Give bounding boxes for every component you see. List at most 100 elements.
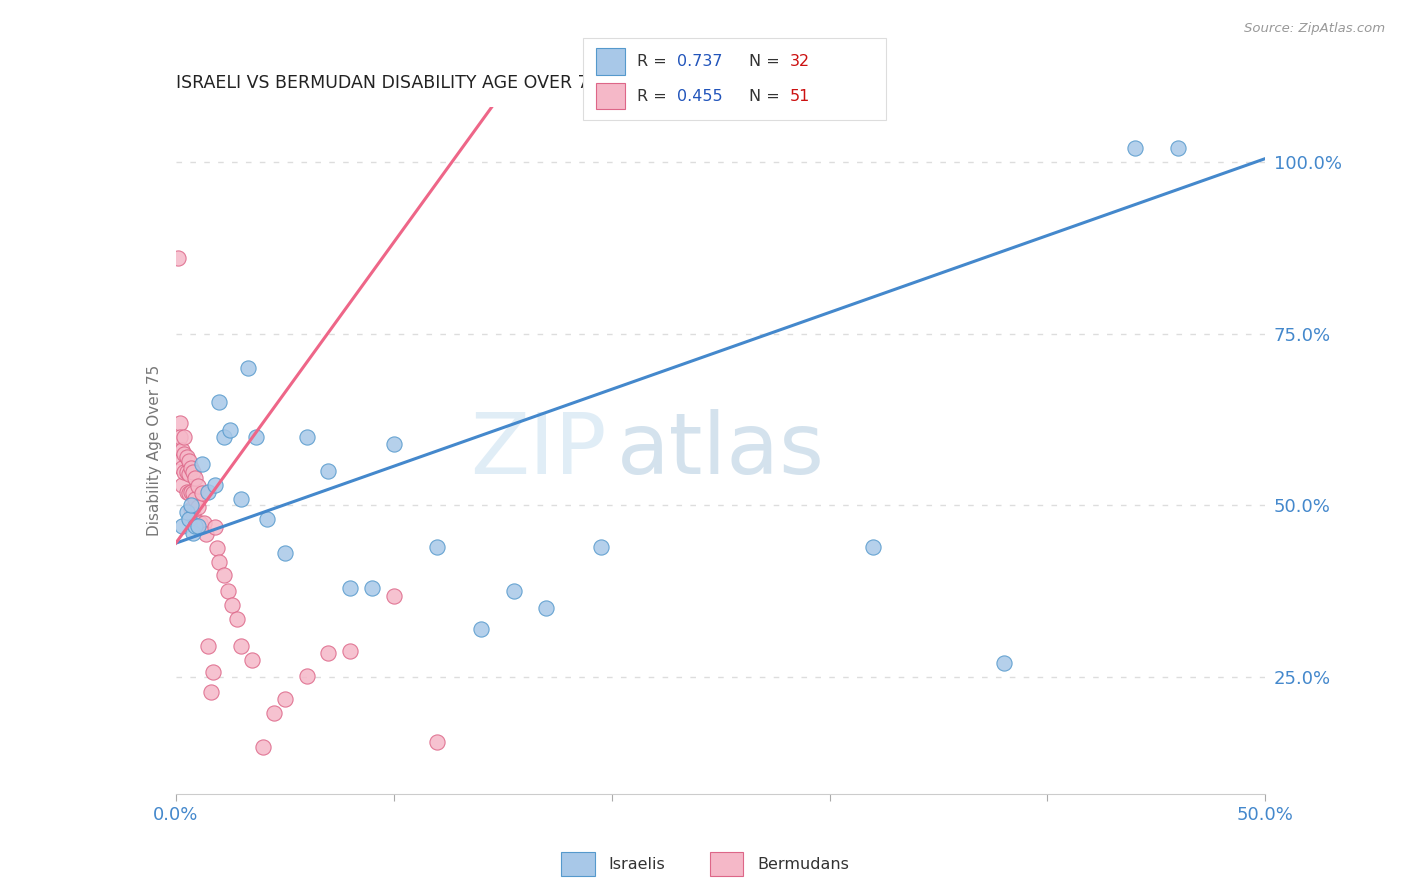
Point xyxy=(502,584,524,599)
Point xyxy=(221,598,243,612)
Point xyxy=(318,464,340,478)
Point xyxy=(186,500,209,514)
Point xyxy=(470,622,492,636)
Point xyxy=(173,430,195,444)
Text: 32: 32 xyxy=(789,54,810,69)
Point xyxy=(169,416,191,430)
Point xyxy=(263,706,285,720)
Point xyxy=(181,486,204,500)
Point xyxy=(1167,141,1189,155)
Point xyxy=(219,423,242,437)
Text: N =: N = xyxy=(749,89,785,104)
Point xyxy=(204,520,226,534)
Point xyxy=(172,460,194,475)
Point xyxy=(426,540,449,554)
Bar xyxy=(561,853,595,876)
Text: 51: 51 xyxy=(789,89,810,104)
Point xyxy=(181,525,204,540)
Point xyxy=(180,501,202,516)
Point xyxy=(256,512,278,526)
Point xyxy=(318,646,340,660)
Point xyxy=(339,581,361,595)
Point xyxy=(177,486,200,500)
Point xyxy=(176,505,198,519)
Point xyxy=(177,467,200,482)
Text: Bermudans: Bermudans xyxy=(756,857,849,871)
Point xyxy=(274,692,297,706)
Text: N =: N = xyxy=(749,54,785,69)
Y-axis label: Disability Age Over 75: Disability Age Over 75 xyxy=(146,365,162,536)
Point xyxy=(188,516,211,530)
Point xyxy=(200,685,222,699)
Point xyxy=(195,527,218,541)
Point xyxy=(184,491,207,506)
Point xyxy=(208,395,231,409)
Point xyxy=(181,466,204,480)
Bar xyxy=(710,853,744,876)
Point xyxy=(360,581,382,595)
Point xyxy=(589,540,612,554)
Point xyxy=(176,466,198,480)
Point xyxy=(167,443,190,458)
Point xyxy=(1123,141,1146,155)
Point xyxy=(295,430,318,444)
Text: Israelis: Israelis xyxy=(609,857,665,871)
Point xyxy=(184,471,207,485)
Point xyxy=(382,436,405,450)
Point xyxy=(204,478,226,492)
Point xyxy=(225,612,247,626)
Point xyxy=(177,512,200,526)
Text: R =: R = xyxy=(637,89,672,104)
Point xyxy=(252,740,274,755)
Point xyxy=(212,430,235,444)
Text: ZIP: ZIP xyxy=(470,409,606,492)
Point xyxy=(172,519,194,533)
Point xyxy=(274,546,297,561)
Point xyxy=(208,555,231,569)
Point xyxy=(169,430,191,444)
Point xyxy=(197,484,219,499)
Point xyxy=(180,460,202,475)
Point xyxy=(217,584,239,599)
Point xyxy=(862,540,884,554)
Text: Source: ZipAtlas.com: Source: ZipAtlas.com xyxy=(1244,22,1385,36)
Point xyxy=(236,361,259,376)
Text: atlas: atlas xyxy=(617,409,825,492)
Point xyxy=(426,735,449,749)
Point xyxy=(231,639,253,653)
Point xyxy=(172,478,194,492)
Point xyxy=(382,589,405,603)
Bar xyxy=(596,48,626,75)
Point xyxy=(180,499,202,513)
Point xyxy=(205,541,228,555)
Text: ISRAELI VS BERMUDAN DISABILITY AGE OVER 75 CORRELATION CHART: ISRAELI VS BERMUDAN DISABILITY AGE OVER … xyxy=(176,74,793,92)
Point xyxy=(231,491,253,506)
Point xyxy=(173,447,195,461)
Text: R =: R = xyxy=(637,54,672,69)
Point xyxy=(339,644,361,658)
Point xyxy=(180,484,202,499)
Point xyxy=(240,653,263,667)
Point xyxy=(186,519,209,533)
Point xyxy=(245,430,267,444)
Point xyxy=(201,665,224,679)
Point xyxy=(181,507,204,521)
Point xyxy=(534,601,557,615)
Bar xyxy=(596,83,626,109)
Point xyxy=(191,457,214,471)
Point xyxy=(176,450,198,465)
Point xyxy=(169,450,191,465)
Point xyxy=(993,657,1015,671)
Point xyxy=(191,486,214,500)
Point xyxy=(176,484,198,499)
Point xyxy=(193,516,215,530)
Point xyxy=(212,568,235,582)
Point xyxy=(173,466,195,480)
Text: 0.455: 0.455 xyxy=(678,89,723,104)
Point xyxy=(177,454,200,468)
Point xyxy=(172,443,194,458)
Text: 0.737: 0.737 xyxy=(678,54,723,69)
Point xyxy=(186,479,209,493)
Point xyxy=(295,669,318,683)
Point xyxy=(184,519,207,533)
